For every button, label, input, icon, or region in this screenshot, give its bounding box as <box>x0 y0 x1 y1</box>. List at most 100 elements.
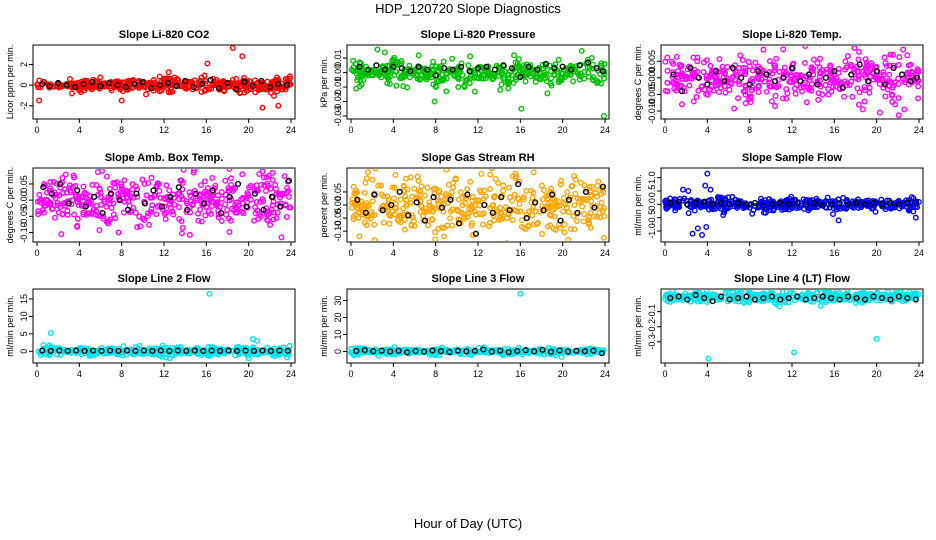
data-point <box>746 299 753 306</box>
outlier-point <box>278 234 285 241</box>
data-point <box>100 215 107 222</box>
data-point <box>371 221 378 228</box>
data-point <box>163 209 170 216</box>
y-tick-label: 0 <box>19 83 29 88</box>
data-point <box>35 84 42 91</box>
data-point <box>429 216 436 223</box>
x-tick-label: 16 <box>515 369 525 379</box>
data-point <box>161 203 168 210</box>
data-point <box>112 215 119 222</box>
x-tick-label: 24 <box>600 248 610 258</box>
summary-point <box>64 347 71 355</box>
data-point <box>175 204 182 211</box>
outlier-point <box>115 229 122 236</box>
x-tick-label: 16 <box>201 125 211 135</box>
summary-point <box>115 347 122 355</box>
data-point <box>500 182 507 189</box>
data-point <box>889 51 896 58</box>
summary-point <box>396 188 403 196</box>
x-tick-label: 8 <box>119 369 124 379</box>
data-point <box>568 349 575 356</box>
data-point <box>489 202 496 209</box>
x-tick-label: 0 <box>348 248 353 258</box>
summary-point <box>243 203 250 210</box>
data-point <box>406 62 413 69</box>
summary-point <box>692 291 699 299</box>
data-point <box>555 202 562 209</box>
data-point <box>221 88 228 95</box>
data-point <box>541 69 548 76</box>
summary-point <box>55 79 62 87</box>
data-point <box>284 184 291 191</box>
data-point <box>103 348 110 355</box>
data-point <box>595 79 602 86</box>
data-point <box>886 71 893 78</box>
data-point <box>693 94 700 101</box>
data-point <box>587 224 594 231</box>
summary-point <box>811 199 818 207</box>
outlier-point <box>901 106 908 113</box>
x-tick-label: 20 <box>244 369 254 379</box>
outlier-point <box>704 170 711 177</box>
y-tick-label: -0.1 <box>647 304 657 320</box>
data-point <box>496 204 503 211</box>
outlier-point <box>517 290 524 297</box>
data-point <box>430 185 437 192</box>
y-tick-label: 0.05 <box>333 183 343 201</box>
summary-point <box>174 347 181 354</box>
data-point <box>533 221 540 228</box>
summary-point <box>491 66 499 73</box>
data-point <box>97 190 104 197</box>
summary-point <box>167 193 174 201</box>
outlier-point <box>469 232 476 239</box>
data-point <box>808 81 815 88</box>
summary-point <box>548 191 556 198</box>
summary-point <box>695 74 702 81</box>
data-point <box>479 221 486 228</box>
data-point <box>824 194 831 201</box>
data-point <box>482 193 489 200</box>
data-point <box>393 205 400 212</box>
data-point <box>54 202 61 209</box>
data-point <box>563 71 570 78</box>
summary-point <box>403 349 411 356</box>
data-point <box>86 210 93 217</box>
data-point <box>690 98 697 105</box>
data-point <box>570 213 577 220</box>
data-point <box>426 199 433 206</box>
x-tick-label: 24 <box>600 369 610 379</box>
data-point <box>797 72 804 79</box>
panel-8: Slope Line 3 Flow 0 4 8 12 16 20 24 0 10 20 30 ml/mi… <box>319 273 610 379</box>
summary-point <box>734 199 742 207</box>
data-point <box>895 112 902 118</box>
x-tick-label: 4 <box>77 369 82 379</box>
data-point <box>103 173 110 180</box>
data-point <box>148 206 155 213</box>
data-point <box>882 93 889 100</box>
data-point <box>272 77 279 84</box>
x-tick-label: 16 <box>515 125 525 135</box>
summary-point <box>132 347 139 355</box>
data-point <box>772 92 779 99</box>
x-tick-label: 8 <box>747 369 752 379</box>
panel-title: Slope Line 3 Flow <box>432 273 525 285</box>
data-point <box>120 343 127 350</box>
data-point <box>766 207 773 214</box>
data-point <box>694 54 701 61</box>
data-point <box>449 222 456 229</box>
summary-point <box>760 202 767 209</box>
panel-title: Slope Li-820 CO2 <box>119 29 209 41</box>
outlier-point <box>887 51 894 58</box>
summary-point <box>488 348 495 355</box>
summary-point <box>870 199 877 207</box>
data-point <box>590 74 597 81</box>
data-point <box>471 88 478 95</box>
data-point <box>270 198 277 205</box>
outlier-point <box>381 49 388 56</box>
x-tick-label: 24 <box>286 248 296 258</box>
data-point <box>827 62 834 69</box>
data-point <box>464 213 471 220</box>
data-point <box>595 178 602 185</box>
summary-point <box>457 63 465 70</box>
summary-point <box>904 294 911 302</box>
